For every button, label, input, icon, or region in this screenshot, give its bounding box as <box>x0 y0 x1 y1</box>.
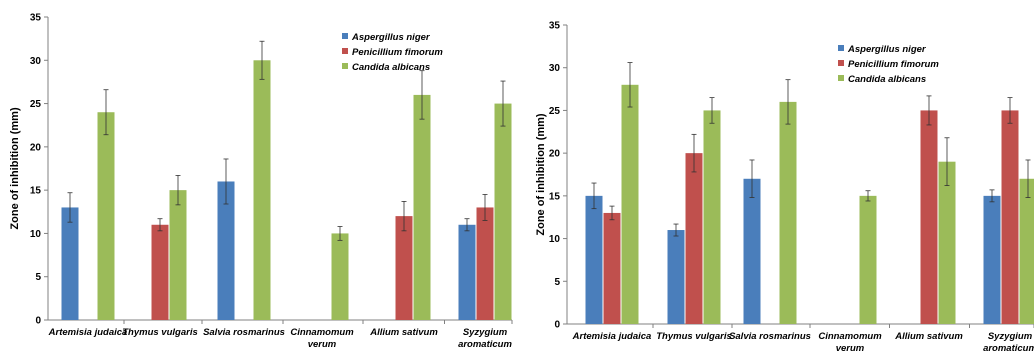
x-category-label: aromaticum <box>983 343 1034 354</box>
chart-1: 0 5 10 15 20 25 30 35 Zone of inhibition (mm) Art… <box>9 13 513 350</box>
bar <box>603 212 621 324</box>
bar <box>703 110 721 324</box>
legend-label: Penicillium fimorum <box>352 47 443 58</box>
y-tick-label: 10 <box>30 229 42 240</box>
legend-swatch <box>342 33 348 39</box>
legend-swatch <box>838 45 844 51</box>
bar <box>97 112 115 320</box>
bar <box>458 224 476 320</box>
x-category-label: Thymus vulgaris <box>656 331 732 342</box>
y-tick-label: 30 <box>549 63 561 74</box>
bar <box>859 195 877 324</box>
x-category-label: Syzygium <box>988 331 1033 342</box>
bar <box>1019 178 1034 324</box>
x-category-label: Artemisia judaica <box>48 327 128 338</box>
x-category-label: Allium sativum <box>894 331 963 342</box>
bar <box>621 84 639 324</box>
legend-label: Penicillium fimorum <box>848 59 939 70</box>
y-tick-label: 10 <box>549 234 561 245</box>
bar <box>983 195 1001 324</box>
bar <box>938 161 956 324</box>
bar <box>743 178 761 324</box>
y-tick-label: 20 <box>30 142 42 153</box>
x-category-label: Artemisia judaica <box>572 331 652 342</box>
legend-label: Aspergillus niger <box>847 44 927 55</box>
y-tick-label: 0 <box>554 320 560 331</box>
legend-label: Candida albicans <box>352 62 430 73</box>
bar <box>476 207 494 320</box>
x-category-label: Cinnamomum <box>290 327 354 338</box>
bar <box>151 224 169 320</box>
y-tick-label: 20 <box>549 149 561 160</box>
bar <box>920 110 938 324</box>
bar <box>667 230 685 324</box>
legend-swatch <box>838 60 844 66</box>
x-category-label: verum <box>308 339 337 350</box>
x-category-label: Allium sativum <box>369 327 438 338</box>
y-tick-label: 25 <box>30 99 42 110</box>
bar <box>395 216 413 320</box>
y-tick-label: 35 <box>30 13 42 24</box>
x-category-label: aromaticum <box>458 339 512 350</box>
bar <box>217 181 235 320</box>
x-category-label: Thymus vulgaris <box>122 327 198 338</box>
bar <box>1001 110 1019 324</box>
y-axis-label: Zone of inhibition (mm) <box>535 113 547 236</box>
bar <box>61 207 79 320</box>
x-category-label: Salvia rosmarinus <box>203 327 285 338</box>
bar <box>413 94 431 321</box>
bar <box>331 233 349 320</box>
legend-swatch <box>342 63 348 69</box>
x-category-label: Cinnamomum <box>818 331 882 342</box>
legend-label: Candida albicans <box>848 74 926 85</box>
legend-swatch <box>342 48 348 54</box>
bar <box>585 195 603 324</box>
y-tick-label: 25 <box>549 106 561 117</box>
x-category-label: Salvia rosmarinus <box>729 331 811 342</box>
y-tick-label: 15 <box>549 191 561 202</box>
legend-label: Aspergillus niger <box>351 32 431 43</box>
y-tick-label: 35 <box>549 21 561 32</box>
y-tick-label: 15 <box>30 186 42 197</box>
x-category-label: Syzygium <box>463 327 508 338</box>
legend-swatch <box>838 75 844 81</box>
bar <box>685 153 703 324</box>
y-tick-label: 30 <box>30 56 42 67</box>
bar <box>779 101 797 324</box>
chart-2: 0 5 10 15 20 25 30 35 Zone of inhibition (mm) Art… <box>535 21 1034 354</box>
y-tick-label: 0 <box>35 316 41 327</box>
y-tick-label: 5 <box>35 272 41 283</box>
y-axis-label: Zone of inhibition (mm) <box>9 107 21 230</box>
bar <box>494 103 512 320</box>
y-tick-label: 5 <box>554 277 560 288</box>
bar <box>253 60 271 321</box>
bar <box>169 190 187 320</box>
x-category-label: verum <box>836 343 865 354</box>
